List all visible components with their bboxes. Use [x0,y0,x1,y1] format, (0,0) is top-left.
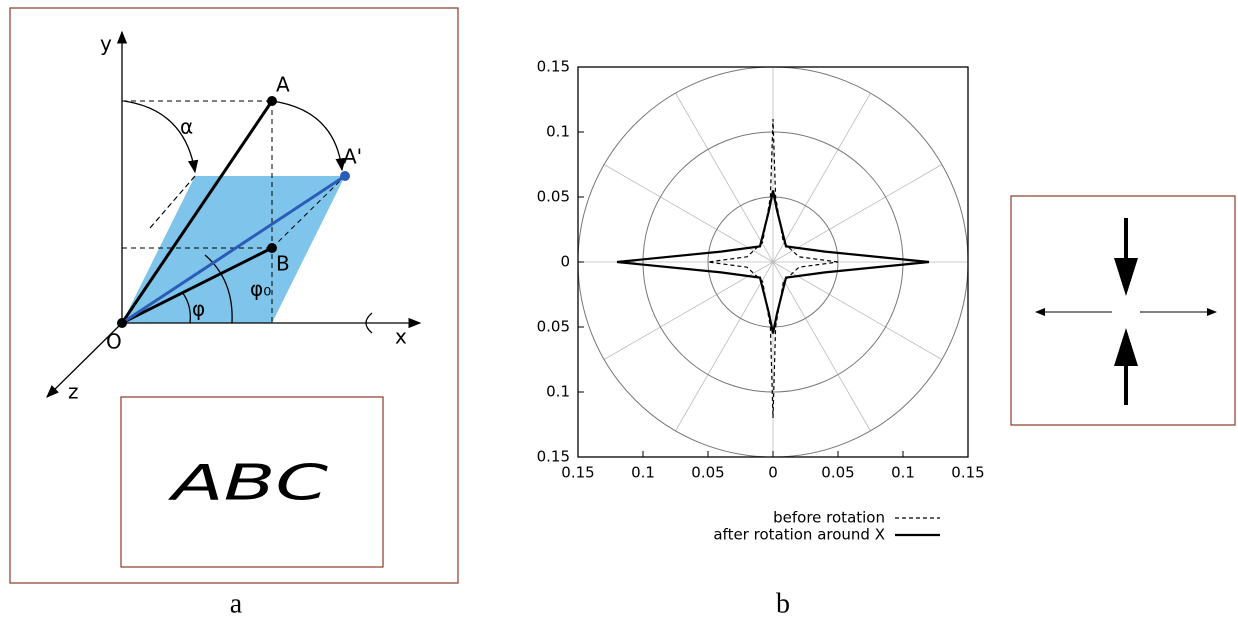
point [267,96,277,106]
y-tick-label: 0.1 [546,383,570,401]
x-tick-label: 0.05 [821,464,854,482]
axis-label: z [68,380,79,404]
stress-arrows [1036,218,1216,405]
point-label: B [276,252,290,276]
x-tick-label: 0.05 [691,464,724,482]
y-tick-label: 0.15 [537,58,570,76]
point [117,318,127,328]
y-tick-label: 0.15 [537,448,570,466]
x-tick-label: 0.1 [631,464,655,482]
panel-label: a [230,588,243,619]
stress-frame [1011,196,1235,425]
point-label: A [276,73,290,97]
point [340,171,350,181]
panel-label: b [776,588,790,619]
y-tick-label: 0.05 [537,188,570,206]
x-tick-label: 0 [768,464,778,482]
figure: y x z O A A' B α φ φ₀ ABC a b 0.15 0.1 0.0… [0,0,1238,623]
x-tick-label: 0.1 [891,464,915,482]
angle-label: φ [192,297,205,321]
point-label: A' [343,145,362,169]
angle-label: φ₀ [250,277,271,301]
y-tick-label: 0 [560,253,570,271]
axis-label: x [395,325,407,349]
legend-label: after rotation around X [713,526,885,544]
legend-label: before rotation [773,509,885,527]
x-tick-label: 0.15 [561,464,594,482]
sample-text: ABC [167,455,328,512]
x-tick-label: 0.15 [951,464,984,482]
point-label: O [106,330,122,354]
y-tick-label: 0.1 [546,123,570,141]
angle-label: α [180,115,193,139]
y-tick-label: 0.05 [537,318,570,336]
axis-label: y [100,32,112,56]
